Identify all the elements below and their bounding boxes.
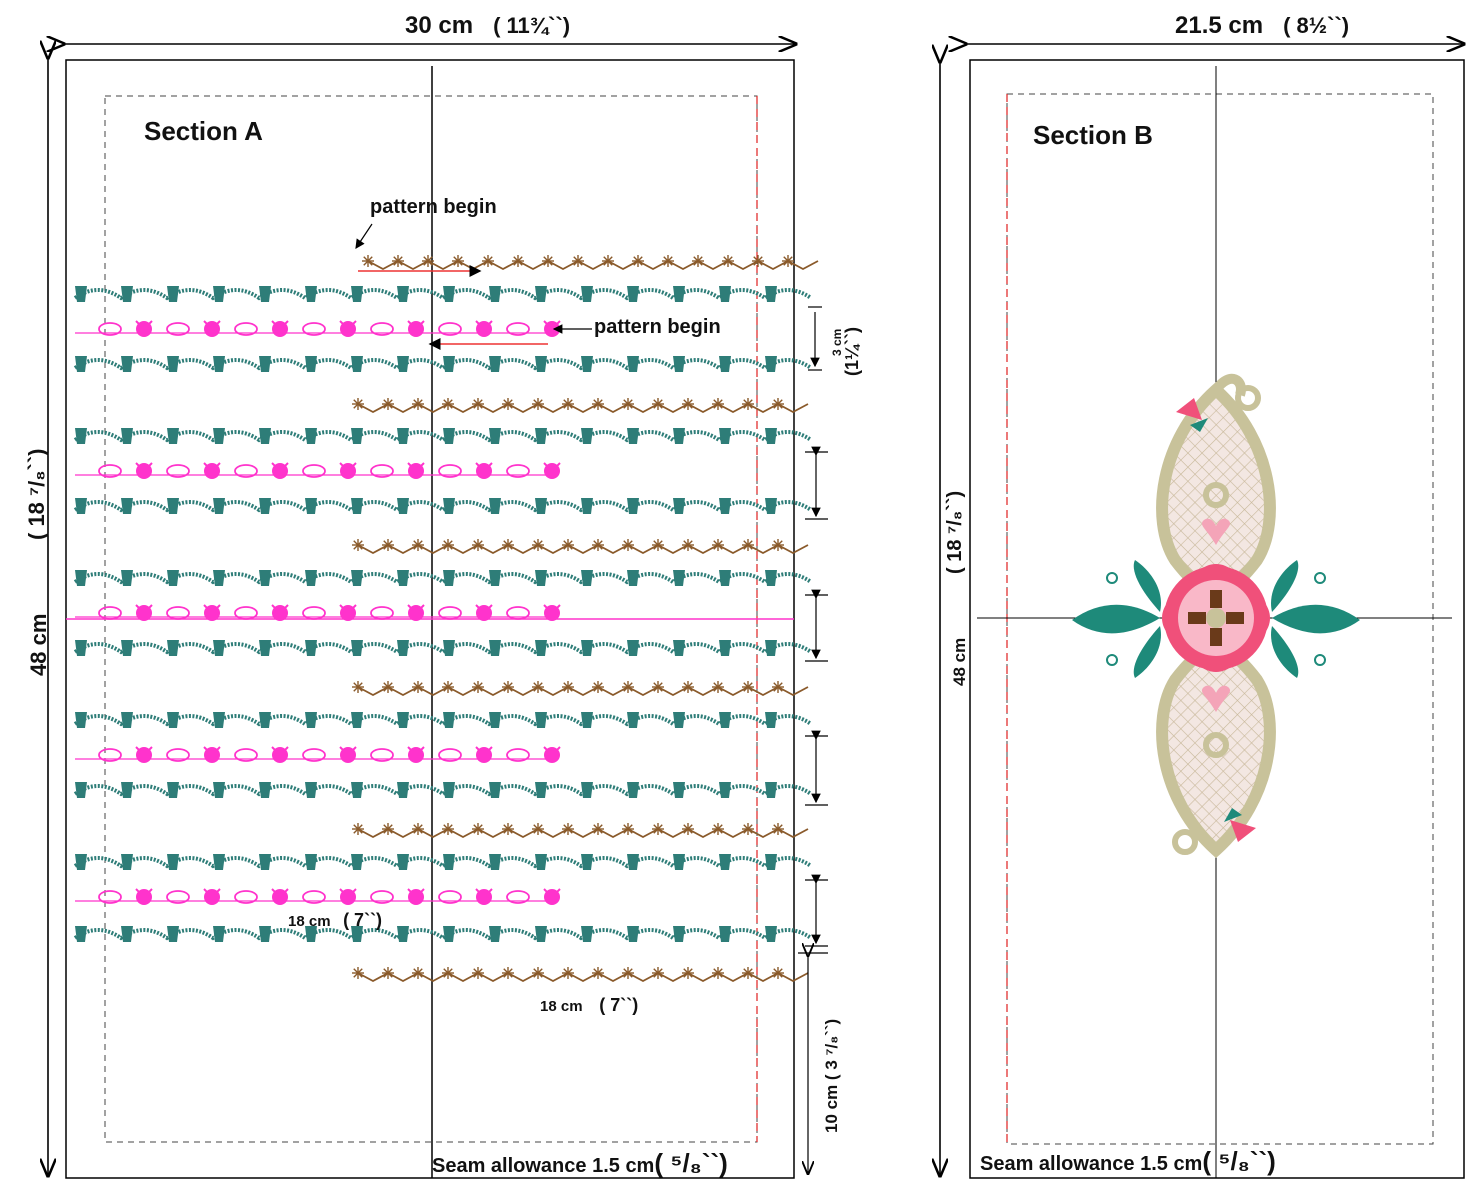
section-a-height-cm: 48 cm [26, 613, 51, 676]
section-a-embroidery-rows [73, 255, 819, 983]
section-a-width-label: 30 cm ( 11¾``) [405, 12, 571, 39]
brown-star-row [362, 255, 819, 271]
brown-star-row [352, 398, 809, 414]
spacing-indicators [798, 306, 828, 1174]
brown-star-row [352, 823, 809, 839]
brown-star-row [352, 967, 809, 983]
teal-wave-row [73, 926, 813, 942]
magenta-floral-row [75, 746, 561, 763]
brown-star-row [352, 681, 809, 697]
magenta-floral-row [75, 888, 561, 905]
inner-length-label: 18 cm ( 7``) [288, 910, 383, 930]
teal-wave-row [73, 640, 813, 656]
section-b-width-label: 21.5 cm ( 8½``) [1175, 12, 1350, 39]
magenta-floral-row [75, 320, 561, 337]
teal-wave-row [73, 428, 813, 444]
bottom-length-label: 18 cm ( 7``) [540, 995, 639, 1015]
teal-wave-row [73, 498, 813, 514]
brown-star-row [352, 539, 809, 555]
magenta-floral-row [75, 462, 561, 479]
section-b-height-cm: 48 cm [950, 637, 969, 686]
teal-wave-row [73, 712, 813, 728]
section-b-height-in: ( 18 ⁷/₈``) [944, 490, 966, 574]
teal-wave-row [73, 356, 813, 372]
section-a-height-in: ( 18 ⁷/₈``) [24, 448, 49, 541]
section-b-border [969, 59, 1465, 1179]
magenta-floral-row [75, 604, 561, 621]
spacing-in-label: (1¼``) [842, 327, 862, 376]
teal-wave-row [73, 570, 813, 586]
pattern-begin-label-top: pattern begin [370, 196, 497, 218]
section-b-seam-allowance: Seam allowance 1.5 cm( ⁵/₈``) [980, 1146, 1276, 1176]
section-b-panel [940, 44, 1465, 1179]
section-a-panel [48, 44, 828, 1179]
teal-wave-row [73, 782, 813, 798]
section-b-title: Section B [1033, 120, 1153, 150]
pattern-begin-pointer-top [355, 223, 373, 249]
section-a-title: Section A [144, 116, 263, 146]
bottom-margin-label: 10 cm ( 3 ⁷/₈``) [822, 1018, 841, 1133]
teal-wave-row [73, 854, 813, 870]
teal-wave-row [73, 286, 813, 302]
pattern-begin-label-mid: pattern begin [594, 316, 721, 338]
section-b-embroidery-motif [1072, 373, 1360, 859]
section-b-seam-line [1006, 93, 1434, 1145]
section-a-seam-allowance: Seam allowance 1.5 cm( ⁵/₈``) [432, 1148, 728, 1178]
